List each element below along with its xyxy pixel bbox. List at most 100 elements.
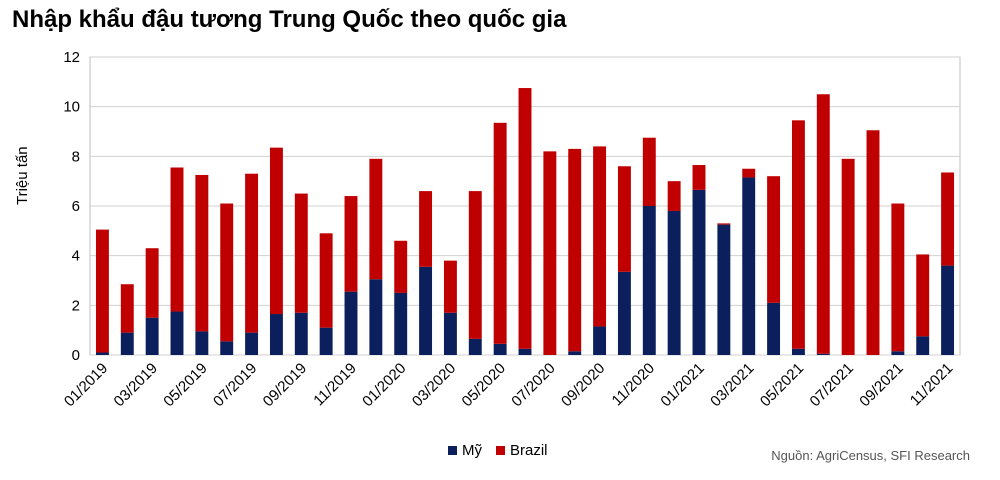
chart-title: Nhập khẩu đậu tương Trung Quốc theo quốc… — [12, 6, 567, 33]
bar-my — [941, 265, 955, 355]
legend-swatch-my — [448, 446, 457, 455]
x-tick-label: 05/2021 — [757, 360, 807, 410]
x-tick-label: 01/2020 — [359, 360, 409, 410]
bar-brazil — [667, 181, 681, 211]
bar-my — [170, 311, 184, 355]
bar-brazil — [195, 174, 209, 332]
bar-brazil — [941, 172, 955, 266]
bar-brazil — [866, 130, 880, 355]
bar-brazil — [916, 254, 930, 337]
bar-brazil — [791, 120, 805, 349]
bar-my — [95, 352, 109, 355]
bar-brazil — [468, 191, 482, 339]
y-tick-label: 2 — [72, 297, 80, 314]
bar-brazil — [568, 148, 582, 352]
bar-my — [120, 332, 134, 355]
legend-label-my: Mỹ — [462, 442, 482, 459]
x-tick-label: 03/2021 — [707, 360, 757, 410]
bar-my — [717, 224, 731, 355]
x-tick-label: 07/2020 — [508, 360, 558, 410]
legend-item-my: Mỹ — [448, 442, 482, 459]
bar-brazil — [145, 248, 159, 318]
bar-my — [319, 327, 333, 355]
y-tick-label: 6 — [72, 198, 80, 215]
bar-my — [220, 341, 234, 355]
bar-brazil — [841, 158, 855, 355]
legend: Mỹ Brazil — [448, 442, 548, 459]
bar-brazil — [220, 203, 234, 342]
bar-my — [518, 348, 532, 355]
x-tick-label: 11/2020 — [609, 360, 659, 410]
bar-my — [443, 312, 457, 355]
bar-brazil — [394, 240, 408, 293]
x-tick-label: 07/2021 — [807, 360, 857, 410]
y-tick-label: 10 — [63, 99, 80, 116]
bar-my — [369, 279, 383, 355]
bar-my — [245, 332, 259, 355]
bar-my — [791, 348, 805, 355]
x-tick-label: 09/2019 — [260, 360, 310, 410]
bar-brazil — [269, 147, 283, 315]
x-tick-label: 11/2019 — [310, 360, 360, 410]
bar-my — [419, 266, 433, 355]
bar-brazil — [419, 191, 433, 267]
bar-my — [593, 326, 607, 355]
bar-brazil — [742, 168, 756, 178]
x-tick-label: 03/2020 — [409, 360, 459, 410]
bar-my — [667, 210, 681, 355]
bar-my — [642, 206, 656, 355]
bar-my — [468, 338, 482, 355]
bar-brazil — [245, 173, 259, 333]
legend-label-brazil: Brazil — [510, 442, 548, 459]
legend-swatch-brazil — [496, 446, 505, 455]
bar-my — [742, 177, 756, 355]
legend-item-brazil: Brazil — [496, 442, 548, 459]
x-tick-label: 01/2021 — [657, 360, 707, 410]
bar-brazil — [319, 233, 333, 328]
bar-my — [568, 351, 582, 355]
bar-brazil — [170, 167, 184, 312]
y-tick-label: 4 — [72, 248, 80, 265]
bar-brazil — [294, 193, 308, 313]
x-tick-label: 11/2021 — [907, 360, 957, 410]
y-tick-label: 8 — [72, 148, 80, 165]
bar-brazil — [816, 94, 830, 354]
x-tick-label: 05/2019 — [160, 360, 210, 410]
bar-my — [269, 314, 283, 355]
x-tick-label: 03/2019 — [111, 360, 161, 410]
bar-brazil — [369, 158, 383, 280]
bar-brazil — [891, 203, 905, 352]
bar-my — [145, 317, 159, 355]
bar-brazil — [617, 166, 631, 272]
x-tick-label: 09/2020 — [558, 360, 608, 410]
bar-brazil — [642, 137, 656, 206]
source-note: Nguồn: AgriCensus, SFI Research — [771, 448, 970, 463]
bar-brazil — [493, 122, 507, 344]
bar-brazil — [593, 146, 607, 327]
bar-brazil — [543, 151, 557, 355]
y-tick-label: 12 — [63, 49, 80, 66]
bar-my — [344, 291, 358, 355]
bar-my — [195, 331, 209, 355]
bar-my — [916, 336, 930, 355]
x-tick-label: 09/2021 — [856, 360, 906, 410]
bar-my — [767, 302, 781, 355]
bar-brazil — [518, 88, 532, 349]
bar-my — [617, 271, 631, 355]
bar-my — [493, 343, 507, 355]
bar-my — [891, 351, 905, 355]
y-tick-label: 0 — [72, 347, 80, 364]
bar-my — [294, 312, 308, 355]
x-tick-label: 01/2019 — [61, 360, 111, 410]
bar-brazil — [95, 229, 109, 353]
bar-my — [692, 189, 706, 355]
bar-brazil — [120, 284, 134, 333]
bar-brazil — [344, 196, 358, 292]
bar-my — [394, 292, 408, 355]
bar-my — [816, 353, 830, 355]
bar-brazil — [767, 176, 781, 303]
bar-brazil — [692, 165, 706, 190]
bar-brazil — [443, 260, 457, 313]
bar-brazil — [717, 223, 731, 225]
